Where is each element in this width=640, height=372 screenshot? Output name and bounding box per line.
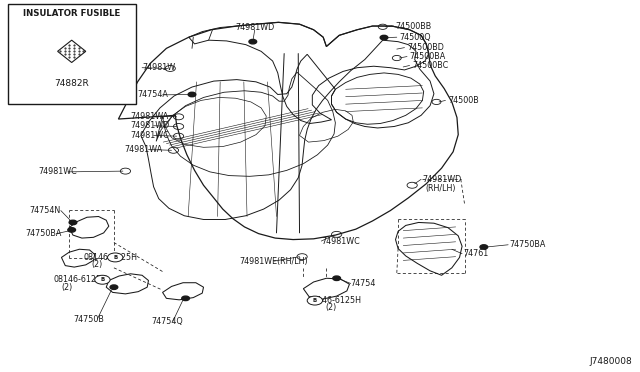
Text: 74981WC: 74981WC [131, 131, 170, 140]
Circle shape [95, 275, 110, 284]
Circle shape [307, 296, 323, 305]
Text: 74981WA: 74981WA [124, 145, 163, 154]
Text: 74761: 74761 [463, 249, 488, 258]
Circle shape [249, 39, 257, 44]
Text: 74754: 74754 [351, 279, 376, 288]
Text: 74750BA: 74750BA [509, 240, 546, 249]
Circle shape [380, 35, 388, 40]
Circle shape [182, 296, 189, 301]
Text: 74754Q: 74754Q [151, 317, 183, 326]
Circle shape [108, 253, 123, 262]
Text: 74981WD: 74981WD [235, 23, 275, 32]
Circle shape [480, 245, 488, 249]
Circle shape [69, 220, 77, 225]
Text: 08146-6125H: 08146-6125H [83, 253, 137, 262]
Text: B: B [100, 277, 104, 282]
Text: B: B [313, 298, 317, 303]
Text: 74750B: 74750B [73, 315, 104, 324]
Text: 74981WA: 74981WA [131, 112, 169, 121]
Text: (RH/LH): (RH/LH) [426, 184, 456, 193]
Polygon shape [58, 40, 86, 62]
Text: 74981WE(RH/LH): 74981WE(RH/LH) [239, 257, 308, 266]
Text: 74750BA: 74750BA [26, 229, 62, 238]
Text: 74500BD: 74500BD [407, 43, 444, 52]
Circle shape [110, 285, 118, 289]
Text: 08146-6125H: 08146-6125H [54, 275, 108, 284]
Text: 74754A: 74754A [138, 90, 168, 99]
Text: 74500Q: 74500Q [399, 33, 431, 42]
Text: B: B [113, 255, 117, 260]
Text: 74981WD: 74981WD [131, 121, 170, 130]
Text: (2): (2) [61, 283, 73, 292]
Text: 74981WC: 74981WC [38, 167, 77, 176]
Circle shape [188, 92, 196, 97]
Text: 74981WC: 74981WC [321, 237, 360, 246]
Text: 74500BB: 74500BB [396, 22, 432, 31]
Text: 74754N: 74754N [29, 206, 61, 215]
Bar [8, 4, 136, 104]
Text: 08146-6125H: 08146-6125H [307, 296, 361, 305]
Text: 74500BA: 74500BA [410, 52, 446, 61]
Text: J7480008: J7480008 [589, 357, 632, 366]
Circle shape [333, 276, 340, 280]
Text: 74981W: 74981W [142, 63, 175, 72]
Text: 74882R: 74882R [54, 79, 89, 88]
Text: (2): (2) [325, 303, 337, 312]
Text: INSULATOR FUSIBLE: INSULATOR FUSIBLE [23, 9, 120, 18]
Text: 74500B: 74500B [448, 96, 479, 105]
Text: 74981WD: 74981WD [422, 175, 461, 184]
Text: 74500BC: 74500BC [412, 61, 449, 70]
Text: (2): (2) [91, 260, 102, 269]
Circle shape [68, 228, 76, 232]
